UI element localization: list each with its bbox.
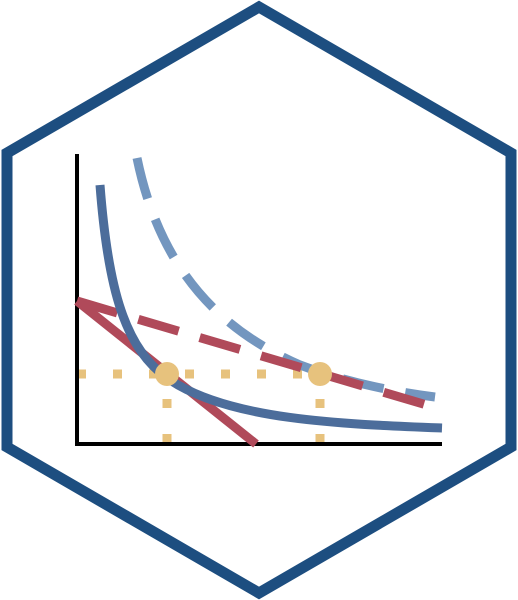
tangency-point — [155, 362, 179, 386]
indifference-curve-dashed — [132, 157, 436, 402]
tangency-point — [308, 362, 332, 386]
axes — [75, 154, 442, 446]
dotted-guide-lines — [77, 369, 325, 444]
